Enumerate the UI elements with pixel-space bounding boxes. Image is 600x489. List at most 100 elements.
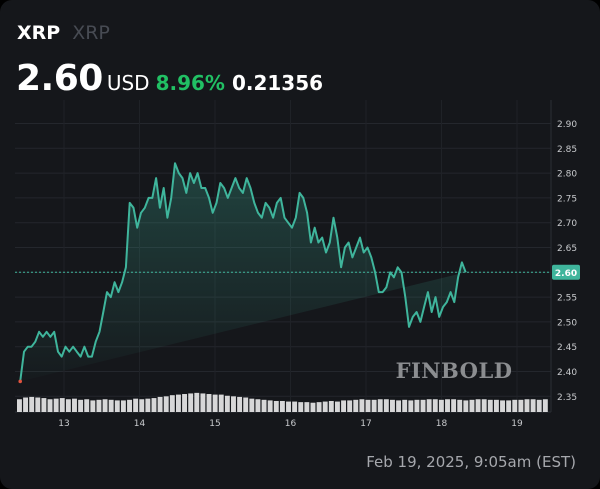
volume-bar bbox=[133, 398, 139, 412]
y-tick-label: 2.40 bbox=[557, 368, 577, 378]
price-area bbox=[20, 163, 466, 382]
volume-bar bbox=[518, 399, 524, 412]
volume-bar bbox=[493, 399, 499, 412]
volume-bar bbox=[23, 397, 29, 412]
volume-bar bbox=[53, 398, 59, 412]
change-value: 0.21356 bbox=[231, 71, 324, 95]
y-tick-label: 2.65 bbox=[557, 244, 577, 254]
volume-bar bbox=[426, 399, 432, 412]
volume-bar bbox=[157, 396, 163, 412]
volume-bar bbox=[341, 400, 346, 412]
change-percent: 8.96% bbox=[155, 71, 225, 95]
x-tick-label: 16 bbox=[285, 419, 297, 429]
volume-bar bbox=[17, 399, 22, 412]
volume-bar bbox=[182, 394, 188, 412]
volume-bar bbox=[390, 399, 395, 412]
volume-bar bbox=[169, 395, 175, 412]
volume-bar bbox=[481, 399, 487, 412]
last-price-badge bbox=[552, 264, 580, 280]
volume-bar bbox=[84, 399, 90, 412]
volume-bar bbox=[463, 400, 469, 412]
volume-bar bbox=[469, 399, 475, 412]
volume-bar bbox=[359, 399, 365, 412]
volume-bar bbox=[90, 400, 96, 412]
volume-bar bbox=[96, 399, 102, 412]
volume-bar bbox=[231, 396, 236, 412]
volume-bar bbox=[120, 400, 126, 412]
volume-bar bbox=[432, 399, 438, 412]
volume-bar bbox=[292, 401, 298, 412]
x-tick-label: 19 bbox=[511, 419, 523, 429]
chart-timestamp: Feb 19, 2025, 9:05am (EST) bbox=[366, 453, 576, 471]
volume-bar bbox=[475, 399, 481, 412]
finbold-watermark: FINBOLD bbox=[396, 358, 513, 383]
volume-bar bbox=[457, 399, 463, 412]
volume-bar bbox=[139, 399, 145, 412]
volume-bar bbox=[506, 400, 512, 412]
volume-bar bbox=[35, 397, 41, 412]
last-price-label: 2.60 bbox=[555, 269, 577, 279]
volume-bar bbox=[249, 398, 255, 412]
volume-bar bbox=[72, 398, 77, 412]
y-tick-label: 2.90 bbox=[557, 120, 577, 130]
volume-bar bbox=[200, 393, 206, 412]
volume-bar bbox=[396, 400, 402, 412]
volume-bar bbox=[310, 402, 316, 412]
y-axis-ticks: 2.35 2.40 2.45 2.50 2.55 2.60 2.65 2.70 2.75 2.80… bbox=[557, 120, 577, 403]
volume-bar bbox=[347, 400, 353, 412]
volume-bar bbox=[78, 399, 84, 412]
volume-bar bbox=[371, 399, 377, 412]
volume-bar bbox=[206, 394, 212, 412]
volume-bar bbox=[316, 402, 322, 412]
volume-bar bbox=[438, 399, 444, 412]
volume-bar bbox=[237, 396, 243, 412]
volume-bar bbox=[487, 399, 493, 412]
volume-bar bbox=[59, 398, 65, 412]
volume-bar bbox=[194, 392, 200, 412]
volume-bar bbox=[243, 397, 249, 412]
volume-bar bbox=[512, 399, 518, 412]
volume-bar bbox=[41, 398, 47, 412]
volume-bar bbox=[267, 400, 273, 412]
volume-bar bbox=[261, 399, 267, 412]
y-tick-label: 2.55 bbox=[557, 294, 577, 304]
volume-bar bbox=[151, 398, 157, 412]
y-tick-label: 2.80 bbox=[557, 170, 577, 180]
price-currency: USD bbox=[106, 71, 150, 95]
volume-bar bbox=[383, 399, 389, 412]
volume-bar bbox=[114, 400, 120, 412]
y-tick-label: 2.50 bbox=[557, 318, 577, 328]
volume-bars bbox=[17, 392, 548, 412]
y-tick-label: 2.35 bbox=[557, 393, 577, 403]
volume-bar bbox=[402, 399, 408, 412]
volume-bar bbox=[279, 400, 285, 412]
volume-bar bbox=[304, 402, 310, 412]
price-row: 2.60 USD 8.96% 0.21356 bbox=[16, 58, 323, 99]
x-axis-ticks: 13 14 15 16 17 18 19 bbox=[58, 419, 523, 429]
volume-bar bbox=[353, 399, 359, 412]
volume-bar bbox=[163, 396, 169, 412]
volume-bar bbox=[500, 400, 505, 412]
volume-bar bbox=[298, 402, 304, 412]
volume-bar bbox=[530, 399, 536, 412]
volume-bar bbox=[322, 401, 328, 412]
volume-bar bbox=[420, 399, 426, 412]
volume-bar bbox=[377, 399, 383, 412]
volume-bar bbox=[536, 399, 542, 412]
volume-bar bbox=[108, 399, 114, 412]
asset-symbol: XRP bbox=[17, 22, 61, 44]
asset-name: XRP bbox=[72, 22, 110, 44]
y-tick-label: 2.75 bbox=[557, 194, 577, 204]
volume-bar bbox=[445, 399, 450, 412]
volume-bar bbox=[212, 394, 218, 412]
volume-bar bbox=[542, 399, 548, 412]
price-line bbox=[19, 162, 467, 382]
x-tick-label: 15 bbox=[209, 419, 220, 429]
x-tick-label: 18 bbox=[436, 419, 448, 429]
volume-bar bbox=[145, 398, 151, 412]
volume-bar bbox=[102, 399, 108, 412]
x-tick-label: 14 bbox=[134, 419, 146, 429]
volume-bar bbox=[408, 400, 414, 412]
